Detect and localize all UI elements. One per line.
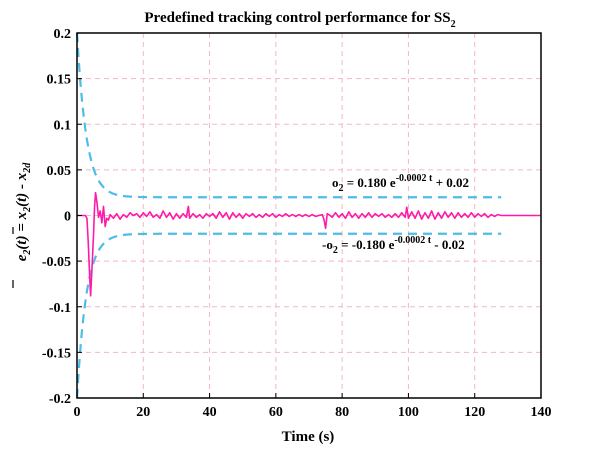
y-axis-label: e2(t) = x2(t) - x2d	[14, 162, 33, 262]
y-tick-label: -0.1	[49, 301, 71, 316]
upper-annotation-eq: = 0.180 e	[344, 175, 396, 190]
x-tick-label: 40	[203, 405, 217, 420]
chart-title-subscript: 2	[451, 19, 456, 30]
x-tick-label: 120	[464, 405, 485, 420]
y-tick-label: 0.1	[54, 118, 72, 133]
lower-annotation-tail: - 0.02	[431, 237, 465, 252]
x-axis-label: Time (s)	[282, 429, 335, 445]
x-tick-label: 20	[136, 405, 150, 420]
y-tick-label: -0.15	[42, 346, 71, 361]
upper-bound-annotation: o2 = 0.180 e-0.0002 t + 0.02	[332, 173, 469, 194]
y-tick-label: 0.15	[47, 73, 72, 88]
lower-annotation-lhs-sub: 2	[333, 245, 338, 256]
y-label-e: e	[14, 254, 30, 261]
error-line	[77, 191, 541, 297]
y-tick-label: -0.2	[49, 392, 71, 407]
chart-title: Predefined tracking control performance …	[144, 10, 455, 30]
lower-annotation-exp: -0.0002 t	[394, 235, 431, 246]
y-tick-label: 0.2	[54, 27, 72, 42]
bound-curves	[75, 32, 502, 399]
y-tick-label: 0.05	[47, 164, 72, 179]
y-label-t2: (t) - x	[14, 172, 30, 207]
axis-ticks: 0 20 40 60 80 100 120 140 0.2 0.15 0.1 0.05 0 -0.05 -0…	[42, 27, 552, 420]
y-label-sub2d: 2d	[22, 162, 33, 174]
y-label-t1: (t) =	[14, 219, 30, 249]
y-tick-label: 0	[64, 210, 71, 225]
upper-annotation-lhs: o	[332, 175, 339, 190]
y-axis-label-group: e2(t) = x2(t) - x2d	[12, 162, 33, 288]
error-series	[77, 191, 541, 297]
upper-bound-curve	[75, 32, 502, 199]
x-tick-label: 140	[531, 405, 552, 420]
lower-bound-annotation: -o2 = -0.180 e-0.0002 t - 0.02	[322, 235, 465, 256]
y-label-sub2a: 2	[22, 250, 33, 256]
x-tick-label: 60	[269, 405, 283, 420]
upper-annotation-lhs-sub: 2	[339, 183, 344, 194]
lower-bound-curve	[75, 232, 502, 399]
upper-annotation-exp: -0.0002 t	[396, 173, 433, 184]
chart-title-text: Predefined tracking control performance …	[144, 10, 450, 26]
lower-annotation-lhs: -o	[322, 237, 333, 252]
x-tick-label: 0	[74, 405, 81, 420]
y-tick-label: -0.05	[42, 255, 71, 270]
x-tick-label: 100	[398, 405, 419, 420]
lower-annotation-eq: = -0.180 e	[338, 237, 395, 252]
upper-annotation-tail: + 0.02	[432, 175, 469, 190]
y-label-sub2b: 2	[22, 207, 33, 213]
x-tick-label: 80	[335, 405, 349, 420]
y-label-x: x	[14, 211, 30, 220]
